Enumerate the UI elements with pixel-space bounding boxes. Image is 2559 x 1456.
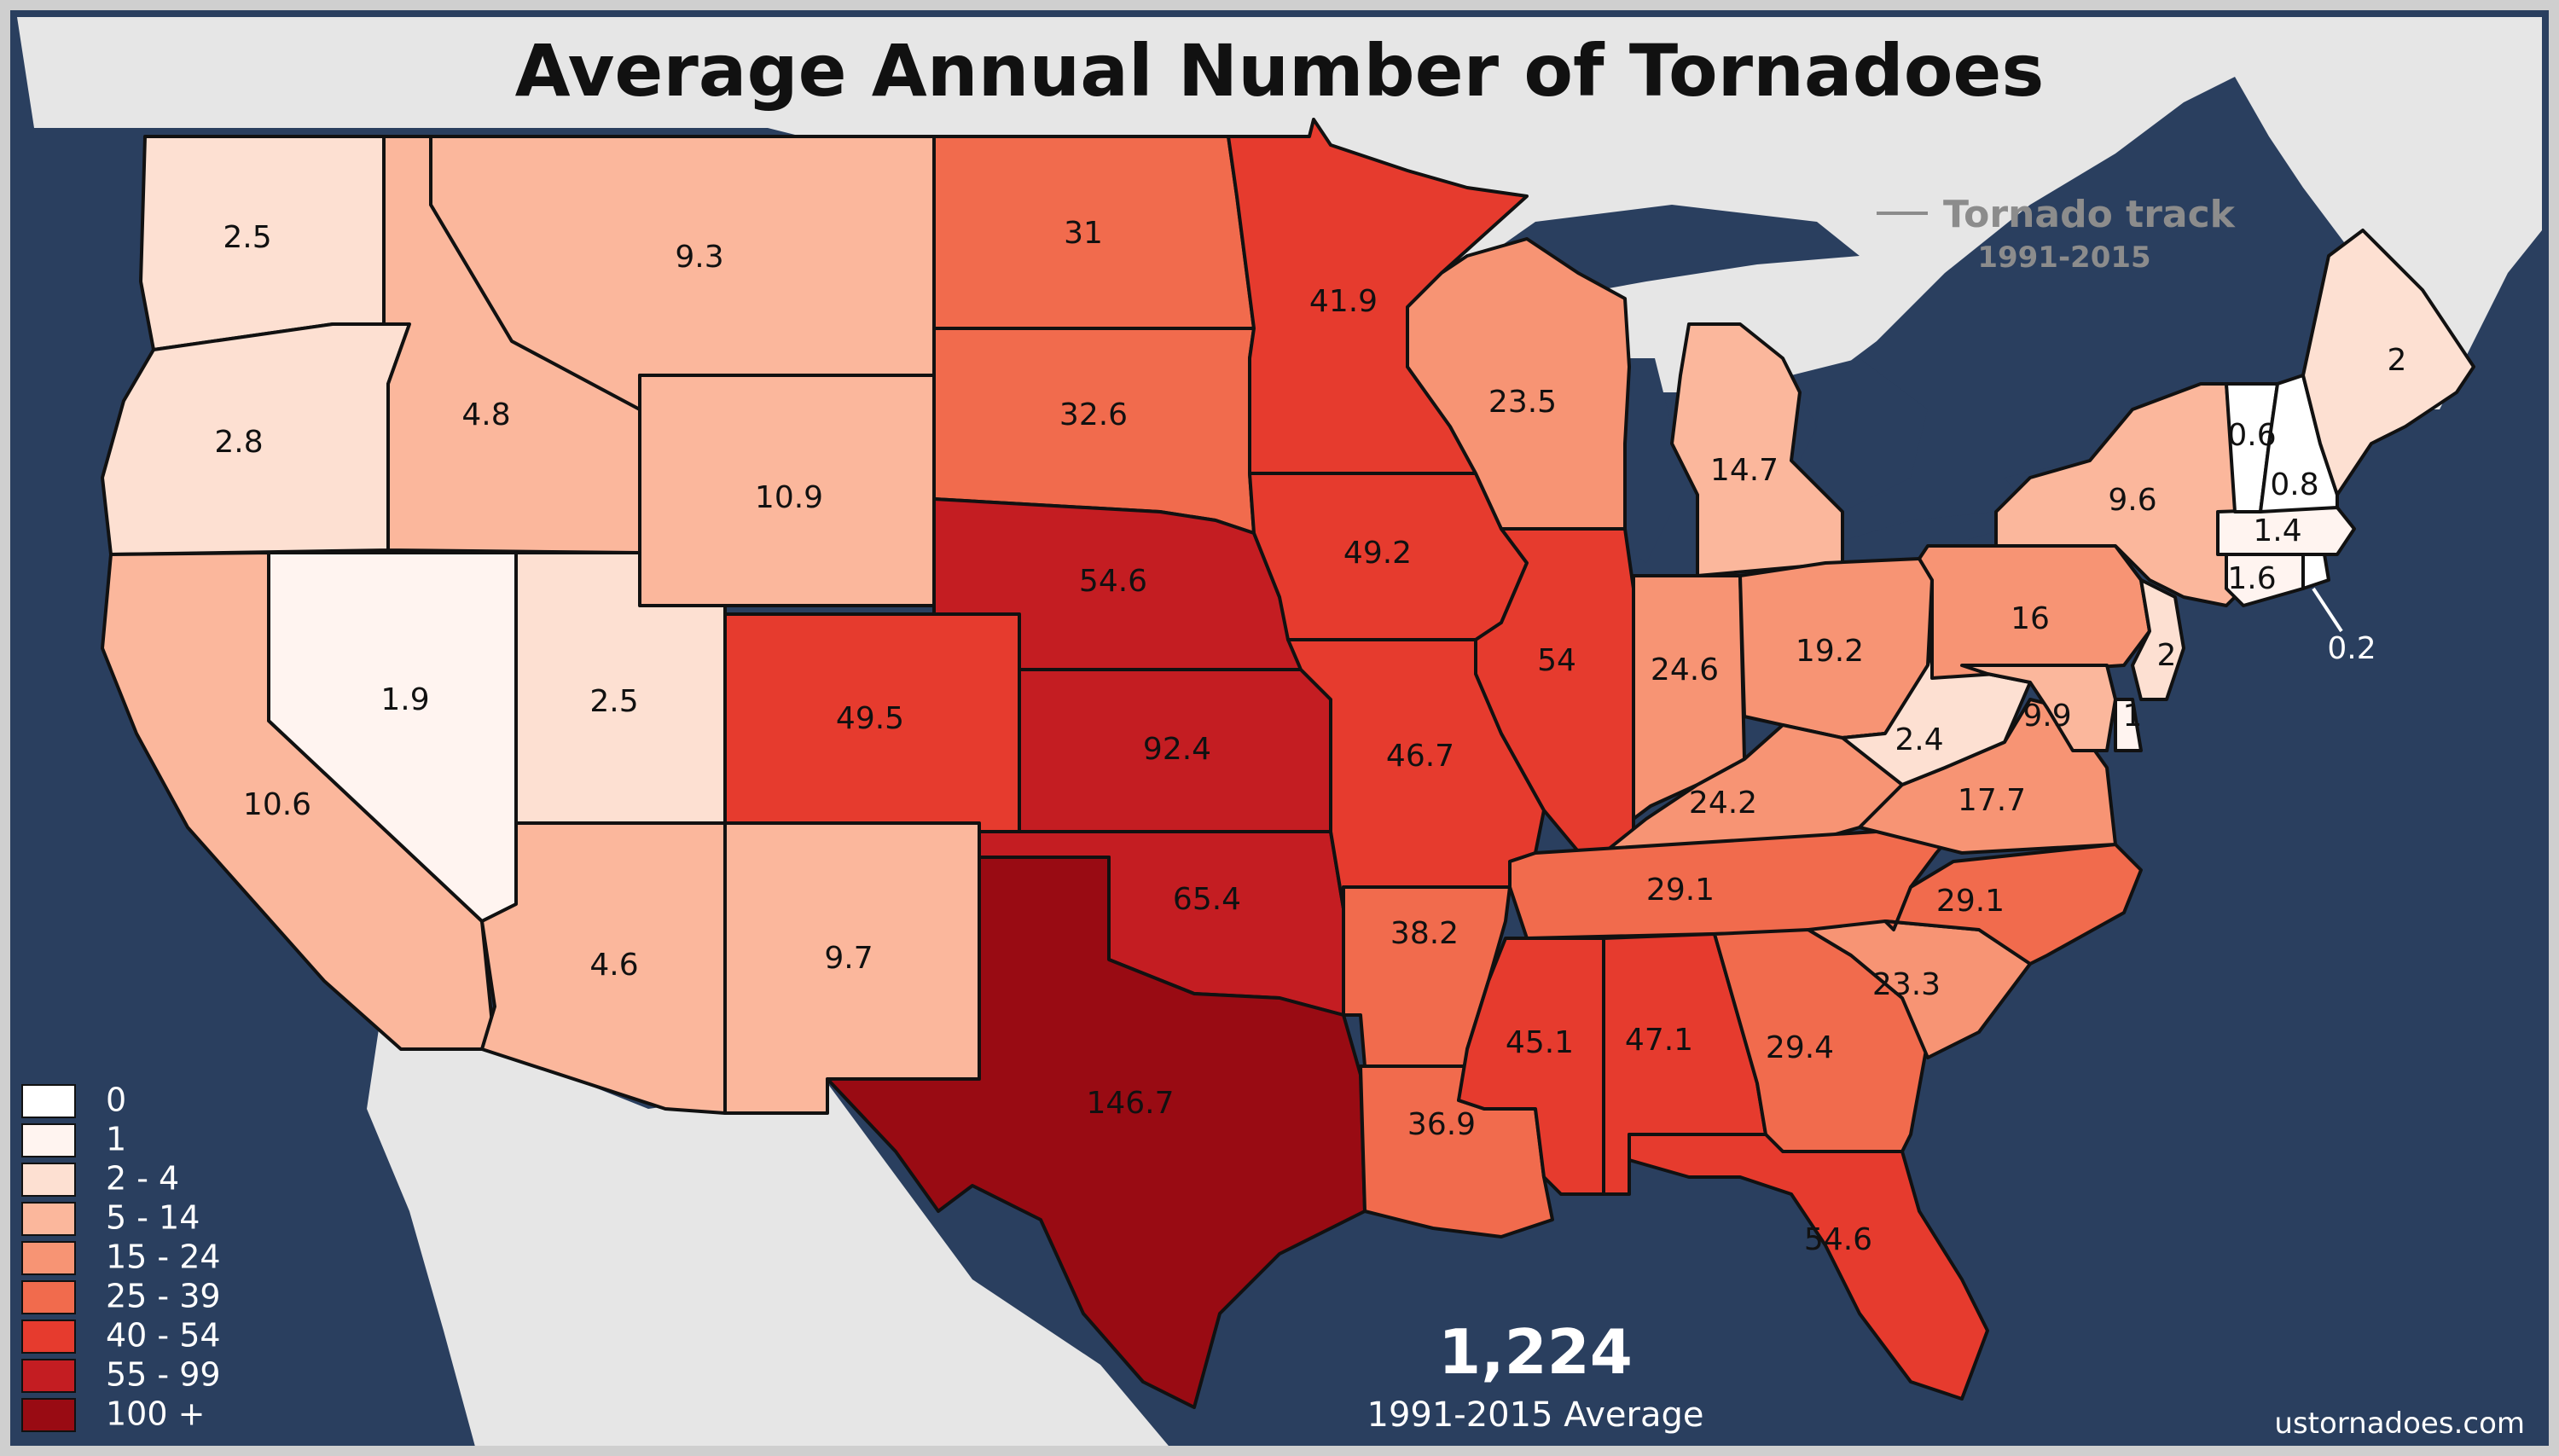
label-vt: 0.6 <box>2227 418 2276 453</box>
state-mi[interactable] <box>1670 322 1844 577</box>
label-tn: 29.1 <box>1646 873 1715 908</box>
lake-erie <box>1825 512 2005 571</box>
legend-swatch <box>21 1241 76 1275</box>
state-wi[interactable] <box>1406 237 1631 531</box>
label-ks: 92.4 <box>1143 732 1211 767</box>
label-mo: 46.7 <box>1386 739 1454 774</box>
label-il: 54 <box>1537 643 1576 678</box>
label-la: 36.9 <box>1407 1107 1476 1142</box>
label-ny: 9.6 <box>2108 483 2156 518</box>
legend-label: 55 - 99 <box>106 1356 221 1394</box>
legend-swatch <box>21 1398 76 1432</box>
label-mt: 9.3 <box>675 240 723 275</box>
label-ct: 1.6 <box>2227 561 2276 596</box>
label-nj: 2 <box>2157 638 2177 673</box>
label-md: 9.9 <box>2022 699 2071 734</box>
label-ar: 38.2 <box>1390 916 1459 951</box>
label-wy: 10.9 <box>755 480 823 515</box>
label-al: 47.1 <box>1625 1023 1693 1058</box>
label-ri: 0.2 <box>2327 631 2376 666</box>
state-nj[interactable] <box>2131 578 2185 701</box>
label-co: 49.5 <box>836 701 904 736</box>
state-nc[interactable] <box>1883 843 2143 966</box>
legend-label: 5 - 14 <box>106 1199 200 1237</box>
label-va: 17.7 <box>1958 783 2026 818</box>
label-fl: 54.6 <box>1804 1222 1872 1257</box>
label-mn: 41.9 <box>1309 284 1378 319</box>
label-nm: 9.7 <box>824 941 873 976</box>
total-label: 1991-2015 Average <box>1367 1395 1704 1435</box>
tornado-track-label: Tornado track <box>1943 193 2237 236</box>
label-de: 1 <box>2123 699 2143 734</box>
lake-huron <box>1791 358 1928 512</box>
label-ky: 24.2 <box>1689 786 1757 821</box>
legend-swatch <box>21 1359 76 1393</box>
legend-swatch <box>21 1320 76 1354</box>
legend-swatch <box>21 1202 76 1236</box>
mexico-land <box>367 938 1177 1456</box>
label-ms: 45.1 <box>1506 1025 1574 1060</box>
label-wv: 2.4 <box>1895 722 1943 757</box>
state-fl[interactable] <box>1628 1133 1989 1401</box>
legend-label: 1 <box>106 1121 126 1158</box>
label-or: 2.8 <box>214 425 263 460</box>
label-in: 24.6 <box>1651 653 1719 687</box>
states-layer <box>101 118 2475 1409</box>
canada-land <box>17 17 2542 444</box>
legend-swatch <box>21 1280 76 1314</box>
legend-label: 25 - 39 <box>106 1278 221 1315</box>
credit-text: ustornadoes.com <box>2274 1407 2525 1441</box>
page-title: Average Annual Number of Tornadoes <box>515 29 2045 113</box>
state-me[interactable] <box>2301 229 2475 496</box>
label-nh: 0.8 <box>2270 467 2318 502</box>
legend-label: 0 <box>106 1082 126 1119</box>
legend-swatch <box>21 1123 76 1157</box>
label-id: 4.8 <box>461 397 510 432</box>
legend-label: 15 - 24 <box>106 1238 221 1276</box>
label-ok: 65.4 <box>1173 882 1241 917</box>
label-sd: 32.6 <box>1059 397 1128 432</box>
label-nc: 29.1 <box>1936 884 2005 919</box>
label-ga: 29.4 <box>1766 1030 1834 1065</box>
label-wa: 2.5 <box>223 220 271 255</box>
ri-leader-line <box>2312 587 2343 633</box>
tornado-track-years: 1991-2015 <box>1977 241 2150 275</box>
legend-swatch <box>21 1163 76 1197</box>
label-oh: 19.2 <box>1796 634 1864 669</box>
total-value: 1,224 <box>1438 1316 1633 1388</box>
label-ut: 2.5 <box>589 684 638 719</box>
label-nv: 1.9 <box>380 682 429 717</box>
label-pa: 16 <box>2011 601 2050 636</box>
legend-label: 100 + <box>106 1395 205 1433</box>
label-ne: 54.6 <box>1079 564 1147 599</box>
label-ca: 10.6 <box>243 787 311 822</box>
label-ia: 49.2 <box>1343 536 1412 571</box>
legend-swatch <box>21 1084 76 1118</box>
label-tx: 146.7 <box>1086 1086 1174 1121</box>
state-md[interactable] <box>1960 664 2117 752</box>
legend-label: 2 - 4 <box>106 1160 179 1198</box>
state-tx[interactable] <box>826 856 1367 1409</box>
state-de[interactable] <box>2114 698 2143 752</box>
label-sc: 23.3 <box>1872 967 1941 1002</box>
state-labels: 2.5 2.8 10.6 1.9 4.8 9.3 10.9 2.5 4.6 49… <box>214 216 2406 1257</box>
label-az: 4.6 <box>589 948 638 983</box>
label-mi: 14.7 <box>1710 453 1779 488</box>
label-me: 2 <box>2388 343 2407 378</box>
legend-label: 40 - 54 <box>106 1317 221 1354</box>
label-ma: 1.4 <box>2253 513 2301 548</box>
label-wi: 23.5 <box>1488 385 1557 420</box>
label-nd: 31 <box>1064 216 1103 251</box>
